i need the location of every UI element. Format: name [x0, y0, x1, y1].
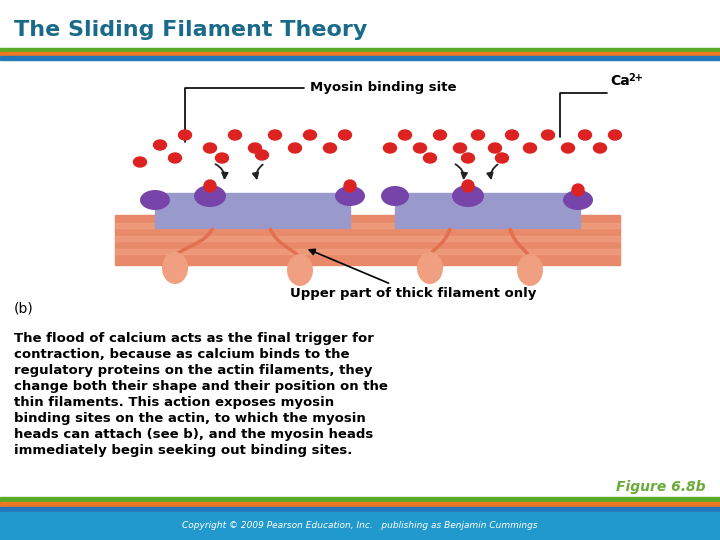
- Bar: [115, 236, 620, 241]
- Ellipse shape: [287, 254, 313, 286]
- Circle shape: [462, 180, 474, 192]
- Ellipse shape: [562, 143, 575, 153]
- Bar: [115, 249, 620, 254]
- Ellipse shape: [454, 143, 467, 153]
- Ellipse shape: [563, 190, 593, 210]
- Ellipse shape: [488, 143, 502, 153]
- Ellipse shape: [194, 185, 226, 207]
- Ellipse shape: [228, 130, 241, 140]
- Ellipse shape: [269, 130, 282, 140]
- Ellipse shape: [505, 130, 518, 140]
- Ellipse shape: [215, 153, 228, 163]
- Text: Copyright © 2009 Pearson Education, Inc.   publishing as Benjamin Cummings: Copyright © 2009 Pearson Education, Inc.…: [182, 522, 538, 530]
- Ellipse shape: [153, 140, 166, 150]
- Text: 2+: 2+: [628, 73, 643, 83]
- Ellipse shape: [417, 252, 443, 284]
- Ellipse shape: [133, 157, 146, 167]
- Ellipse shape: [578, 130, 592, 140]
- Ellipse shape: [398, 130, 412, 140]
- Ellipse shape: [452, 185, 484, 207]
- Ellipse shape: [289, 143, 302, 153]
- Ellipse shape: [433, 130, 446, 140]
- Bar: [155, 193, 350, 228]
- Bar: [0, 512, 720, 540]
- Text: Ca: Ca: [610, 74, 630, 88]
- Ellipse shape: [162, 252, 188, 284]
- Ellipse shape: [168, 153, 181, 163]
- Text: Figure 6.8b: Figure 6.8b: [616, 480, 706, 494]
- Text: Myosin binding site: Myosin binding site: [185, 82, 456, 142]
- Ellipse shape: [179, 130, 192, 140]
- Circle shape: [204, 180, 216, 192]
- Ellipse shape: [608, 130, 621, 140]
- Bar: [0, 502, 720, 507]
- Bar: [0, 52, 720, 56]
- Ellipse shape: [413, 143, 426, 153]
- Ellipse shape: [335, 186, 365, 206]
- Circle shape: [572, 184, 584, 196]
- Text: (b): (b): [14, 302, 34, 316]
- Bar: [0, 56, 720, 60]
- Ellipse shape: [304, 130, 317, 140]
- Ellipse shape: [384, 143, 397, 153]
- Ellipse shape: [338, 130, 351, 140]
- Ellipse shape: [323, 143, 336, 153]
- Circle shape: [344, 180, 356, 192]
- Ellipse shape: [523, 143, 536, 153]
- Text: The Sliding Filament Theory: The Sliding Filament Theory: [14, 20, 367, 40]
- Ellipse shape: [381, 186, 409, 206]
- Ellipse shape: [140, 190, 170, 210]
- Bar: [0, 48, 720, 52]
- Ellipse shape: [462, 153, 474, 163]
- Ellipse shape: [204, 143, 217, 153]
- Bar: [115, 223, 620, 228]
- Ellipse shape: [248, 143, 261, 153]
- Bar: [115, 215, 620, 265]
- Ellipse shape: [541, 130, 554, 140]
- Bar: [395, 193, 580, 228]
- Text: Upper part of thick filament only: Upper part of thick filament only: [290, 249, 536, 300]
- Bar: [0, 507, 720, 512]
- Text: The flood of calcium acts as the final trigger for
contraction, because as calci: The flood of calcium acts as the final t…: [14, 332, 388, 457]
- Ellipse shape: [256, 150, 269, 160]
- Ellipse shape: [495, 153, 508, 163]
- Ellipse shape: [423, 153, 436, 163]
- Ellipse shape: [472, 130, 485, 140]
- Bar: [0, 497, 720, 502]
- Ellipse shape: [593, 143, 606, 153]
- Ellipse shape: [517, 254, 543, 286]
